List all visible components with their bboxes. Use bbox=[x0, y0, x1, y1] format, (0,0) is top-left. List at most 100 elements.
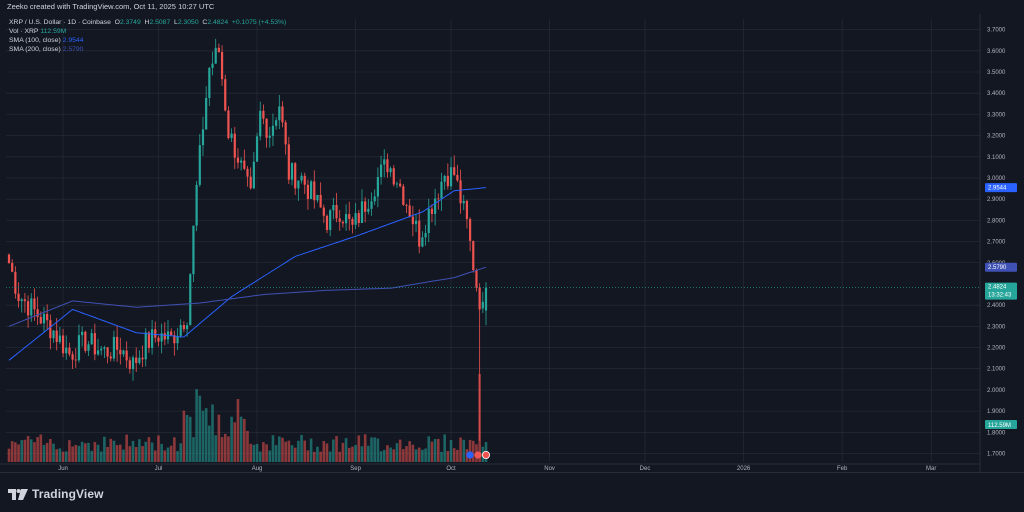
volume-bar bbox=[147, 437, 151, 462]
price-chart[interactable]: 3.7000 3.6000 3.5000 3.4000 3.3000 3.2000 3.10… bbox=[0, 14, 1024, 472]
volume-bar bbox=[14, 442, 17, 462]
candle-body bbox=[278, 106, 281, 121]
candle-body bbox=[414, 220, 418, 225]
volume-bar bbox=[144, 441, 148, 462]
volume-bar bbox=[109, 438, 113, 462]
candle-body bbox=[122, 350, 125, 355]
volume-bar bbox=[459, 437, 462, 462]
low-value: 2.3050 bbox=[177, 19, 199, 26]
volume-bar bbox=[246, 430, 249, 462]
candle-body bbox=[243, 160, 246, 169]
time-tick-label: Sep bbox=[350, 466, 361, 472]
candle-body bbox=[421, 237, 424, 247]
volume-bar bbox=[214, 435, 217, 462]
volume-bar bbox=[68, 440, 71, 462]
candle-body bbox=[135, 357, 138, 363]
candle-body bbox=[386, 159, 389, 173]
volume-bar bbox=[198, 395, 202, 462]
volume-bar bbox=[414, 449, 418, 462]
candle-body bbox=[90, 333, 93, 345]
price-tick-label: 1.8000 bbox=[987, 430, 1006, 436]
volume-bar bbox=[411, 444, 415, 462]
candle-body bbox=[240, 160, 243, 163]
candle-body bbox=[287, 144, 290, 180]
volume-bar bbox=[163, 450, 167, 462]
chart-legend: XRP / U.S. Dollar · 1D · Coinbase O2.374… bbox=[9, 18, 286, 54]
footer-bar: TradingView bbox=[0, 472, 1024, 512]
candle-body bbox=[170, 331, 173, 336]
candle-body bbox=[236, 157, 240, 163]
candle-body bbox=[364, 201, 367, 212]
volume-bar bbox=[122, 449, 125, 462]
candle-body bbox=[230, 133, 233, 139]
close-value: 2.4824 bbox=[207, 19, 229, 26]
volume-bar bbox=[287, 440, 291, 462]
event-marker-icon bbox=[466, 451, 474, 459]
volume-bar bbox=[169, 445, 173, 462]
svg-text:112.59M: 112.59M bbox=[988, 423, 1011, 429]
candle-body bbox=[249, 176, 252, 189]
volume-bar bbox=[185, 414, 189, 462]
candle-body bbox=[440, 181, 443, 199]
volume-bar bbox=[258, 451, 262, 462]
volume-bar bbox=[325, 443, 329, 462]
attribution-bar: Zeeko created with TradingView.com, Oct … bbox=[0, 0, 1024, 14]
candle-body bbox=[475, 270, 478, 288]
candle-body bbox=[332, 204, 335, 211]
time-tick-label: Jun bbox=[58, 466, 68, 472]
candle-body bbox=[33, 298, 36, 310]
candle-body bbox=[465, 200, 469, 220]
candle-body bbox=[163, 333, 166, 340]
volume-bar bbox=[42, 444, 46, 462]
volume-bar bbox=[360, 446, 364, 462]
time-tick-label: Feb bbox=[837, 466, 848, 472]
price-tick-label: 2.8000 bbox=[987, 218, 1006, 224]
candle-body bbox=[141, 357, 144, 360]
price-tick-label: 1.9000 bbox=[987, 409, 1006, 415]
event-markers[interactable] bbox=[466, 450, 490, 459]
volume-bar bbox=[262, 442, 265, 462]
volume-bar bbox=[223, 433, 227, 462]
candle-body bbox=[96, 350, 100, 355]
candle-body bbox=[103, 347, 106, 349]
candle-body bbox=[93, 333, 96, 355]
candle-body bbox=[392, 168, 395, 185]
volume-bar bbox=[430, 441, 434, 462]
volume-bar bbox=[284, 441, 287, 462]
candle-body bbox=[71, 354, 74, 360]
volume-bar bbox=[157, 435, 160, 462]
volume-bar bbox=[370, 437, 373, 462]
price-tick-label: 3.1000 bbox=[987, 155, 1006, 161]
volume-bar bbox=[322, 441, 326, 462]
volume-bar bbox=[87, 442, 90, 462]
tradingview-logo[interactable]: TradingView bbox=[8, 487, 104, 501]
candle-body bbox=[281, 106, 284, 123]
volume-bar bbox=[96, 444, 100, 462]
volume-bar bbox=[398, 439, 402, 462]
candle-body bbox=[182, 325, 185, 330]
volume-bar bbox=[29, 439, 33, 462]
volume-bar bbox=[341, 442, 345, 462]
volume-bar bbox=[99, 451, 103, 462]
candle-body bbox=[268, 135, 271, 138]
volume-bar bbox=[220, 437, 224, 462]
candle-body bbox=[246, 168, 249, 177]
volume-bar bbox=[179, 443, 183, 462]
price-tick-label: 2.9000 bbox=[987, 197, 1006, 203]
volume-bar bbox=[303, 440, 307, 462]
volume-bar bbox=[440, 451, 443, 462]
candle-body bbox=[77, 335, 81, 361]
volume-bar bbox=[421, 449, 424, 462]
price-tick-label: 2.1000 bbox=[987, 367, 1006, 373]
candle-body bbox=[7, 254, 11, 263]
candle-body bbox=[265, 118, 268, 138]
candle-body bbox=[17, 293, 20, 302]
volume-bar bbox=[141, 445, 144, 462]
price-tick-label: 3.3000 bbox=[987, 112, 1006, 118]
volume-bar bbox=[357, 435, 361, 462]
volume-bar bbox=[252, 444, 256, 462]
candle-body bbox=[405, 204, 408, 206]
volume-bar bbox=[71, 446, 74, 462]
volume-bar bbox=[452, 448, 456, 462]
volume-bar bbox=[39, 434, 43, 462]
